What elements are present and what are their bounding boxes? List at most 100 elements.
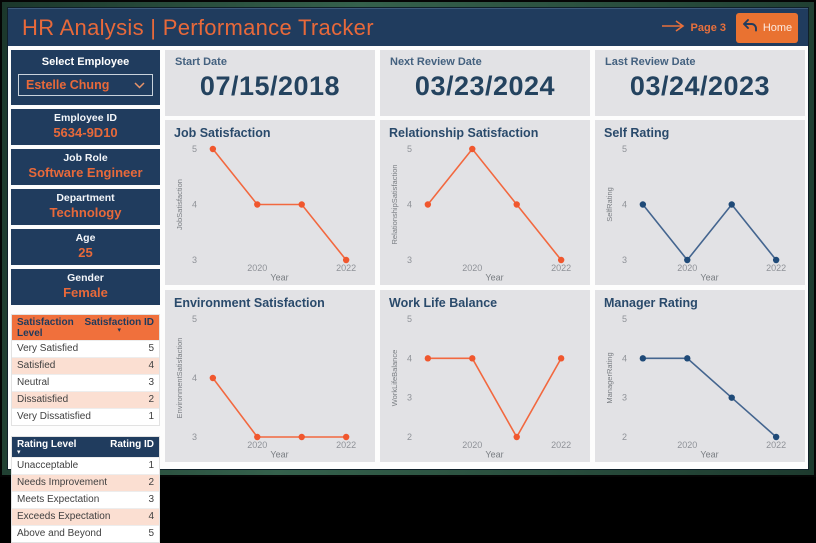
table-row[interactable]: Dissatisfied 2 — [12, 391, 159, 408]
svg-text:2022: 2022 — [766, 263, 786, 273]
svg-text:Year: Year — [485, 450, 503, 460]
satisfaction-table: Satisfaction Level Satisfaction ID ▾ Ver… — [11, 314, 160, 426]
table-cell: 4 — [148, 511, 154, 522]
data-point — [513, 433, 520, 441]
data-point — [557, 355, 565, 362]
info-value: Female — [63, 285, 108, 300]
table-cell: Needs Improvement — [17, 477, 108, 488]
employee-info-cards: Employee ID 5634-9D10 Job Role Software Eng… — [11, 109, 160, 305]
svg-text:5: 5 — [622, 314, 627, 324]
line-chart[interactable]: 5 4 3 2 2020 2022 Year WorkLifeBalance — [389, 310, 584, 460]
table-cell: 3 — [148, 377, 154, 388]
chart-title: Work Life Balance — [389, 296, 498, 311]
line-chart[interactable]: 5 4 3 2020 2022 Year JobSatisfaction — [174, 140, 369, 283]
next-page-button[interactable]: Page 3 — [661, 19, 726, 37]
table-row[interactable]: Above and Beyond 5 — [12, 525, 159, 542]
svg-text:Year: Year — [700, 450, 718, 460]
table-cell: 2 — [148, 477, 154, 488]
svg-text:Year: Year — [270, 450, 288, 460]
data-point — [469, 355, 476, 362]
info-card: Department Technology — [11, 189, 160, 225]
table-row[interactable]: Exceeds Expectation 4 — [12, 508, 159, 525]
svg-text:4: 4 — [622, 200, 627, 210]
table-row[interactable]: Meets Expectation 3 — [12, 491, 159, 508]
info-card: Job Role Software Engineer — [11, 149, 160, 185]
page-title: HR Analysis | Performance Tracker — [22, 14, 374, 40]
rating-table-body: Unacceptable 1 Needs Improvement 2 Meets Exp… — [12, 457, 159, 542]
svg-text:5: 5 — [407, 314, 412, 324]
table-cell: Very Satisfied — [17, 343, 79, 354]
data-point — [298, 201, 305, 208]
svg-text:4: 4 — [192, 200, 197, 210]
chart-panel-environment-satisfaction: Environment Satisfaction 5 4 3 2020 2022 Year… — [165, 290, 375, 462]
data-point — [424, 355, 432, 362]
table-cell: 1 — [148, 411, 154, 422]
line-chart[interactable]: 5 4 3 2 2020 2022 Year ManagerRating — [604, 310, 799, 460]
data-point — [513, 201, 520, 208]
table-cell: Very Dissatisfied — [17, 411, 91, 422]
home-button[interactable]: Home — [736, 12, 798, 43]
table-row[interactable]: Very Satisfied 5 — [12, 340, 159, 357]
table-row[interactable]: Unacceptable 1 — [12, 457, 159, 474]
arrow-right-icon — [661, 19, 685, 37]
table-row[interactable]: Satisfied 4 — [12, 357, 159, 374]
svg-text:4: 4 — [192, 373, 197, 383]
select-employee-label: Select Employee — [41, 56, 130, 68]
table-cell: Meets Expectation — [17, 494, 100, 505]
svg-text:3: 3 — [407, 255, 412, 265]
svg-text:3: 3 — [192, 255, 197, 265]
chart-title: Self Rating — [604, 126, 670, 140]
svg-text:SelfRating: SelfRating — [605, 187, 614, 222]
chart-title: Job Satisfaction — [174, 126, 271, 140]
rating-table-header[interactable]: Rating Level ▾ Rating ID — [12, 437, 159, 457]
kpi-next-review-date: Next Review Date 03/23/2024 — [380, 50, 590, 116]
chart-grid: Job Satisfaction 5 4 3 2020 2022 Year JobSatis… — [165, 120, 805, 462]
data-point — [772, 256, 780, 264]
sort-desc-icon: ▾ — [117, 327, 122, 334]
chart-title: Relationship Satisfaction — [389, 126, 539, 140]
svg-text:5: 5 — [192, 314, 197, 324]
data-point — [639, 201, 647, 208]
main-content: Start Date 07/15/2018 Next Review Date 0… — [165, 50, 805, 462]
kpi-value: 03/23/2024 — [414, 71, 556, 101]
kpi-label: Last Review Date — [605, 56, 696, 68]
dashboard-body: Select Employee Estelle Chung Employee I… — [8, 46, 808, 543]
chart-panel-relationship-satisfaction: Relationship Satisfaction 5 4 3 2020 2022 Yea… — [380, 120, 590, 286]
svg-text:Year: Year — [485, 273, 503, 283]
table-cell: 2 — [148, 394, 154, 405]
table-row[interactable]: Very Dissatisfied 1 — [12, 408, 159, 425]
data-point — [469, 145, 476, 153]
chart-title: Environment Satisfaction — [174, 296, 325, 311]
info-value: Software Engineer — [28, 165, 143, 180]
svg-text:2020: 2020 — [247, 440, 267, 450]
table-cell: 5 — [148, 528, 154, 539]
info-label: Age — [75, 232, 96, 244]
kpi-start-date: Start Date 07/15/2018 — [165, 50, 375, 116]
info-value: 5634-9D10 — [53, 125, 118, 140]
svg-text:2022: 2022 — [766, 440, 786, 450]
svg-text:4: 4 — [622, 354, 627, 364]
svg-text:JobSatisfaction: JobSatisfaction — [175, 179, 184, 230]
table-row[interactable]: Neutral 3 — [12, 374, 159, 391]
employee-dropdown[interactable]: Estelle Chung — [18, 74, 153, 96]
table-cell: 1 — [148, 460, 154, 471]
kpi-label: Start Date — [175, 56, 227, 68]
select-employee-card: Select Employee Estelle Chung — [11, 50, 160, 105]
svg-text:5: 5 — [407, 144, 412, 154]
svg-text:2020: 2020 — [247, 263, 267, 273]
kpi-value: 07/15/2018 — [199, 71, 341, 101]
data-point — [209, 374, 217, 382]
data-point — [298, 433, 305, 441]
info-value: Technology — [49, 205, 122, 220]
undo-home-icon — [742, 18, 758, 38]
line-chart[interactable]: 5 4 3 2020 2022 Year EnvironmentSatisfaction — [174, 310, 369, 460]
info-card: Employee ID 5634-9D10 — [11, 109, 160, 145]
data-point — [342, 433, 350, 441]
line-chart[interactable]: 5 4 3 2020 2022 Year RelationshipSatisfaction — [389, 140, 584, 283]
line-chart[interactable]: 5 4 3 2020 2022 Year SelfRating — [604, 140, 799, 283]
data-point — [728, 394, 735, 402]
chart-panel-job-satisfaction: Job Satisfaction 5 4 3 2020 2022 Year JobSatis… — [165, 120, 375, 286]
svg-text:5: 5 — [192, 144, 197, 154]
satisfaction-table-header[interactable]: Satisfaction Level Satisfaction ID ▾ — [12, 315, 159, 340]
kpi-row: Start Date 07/15/2018 Next Review Date 0… — [165, 50, 805, 116]
